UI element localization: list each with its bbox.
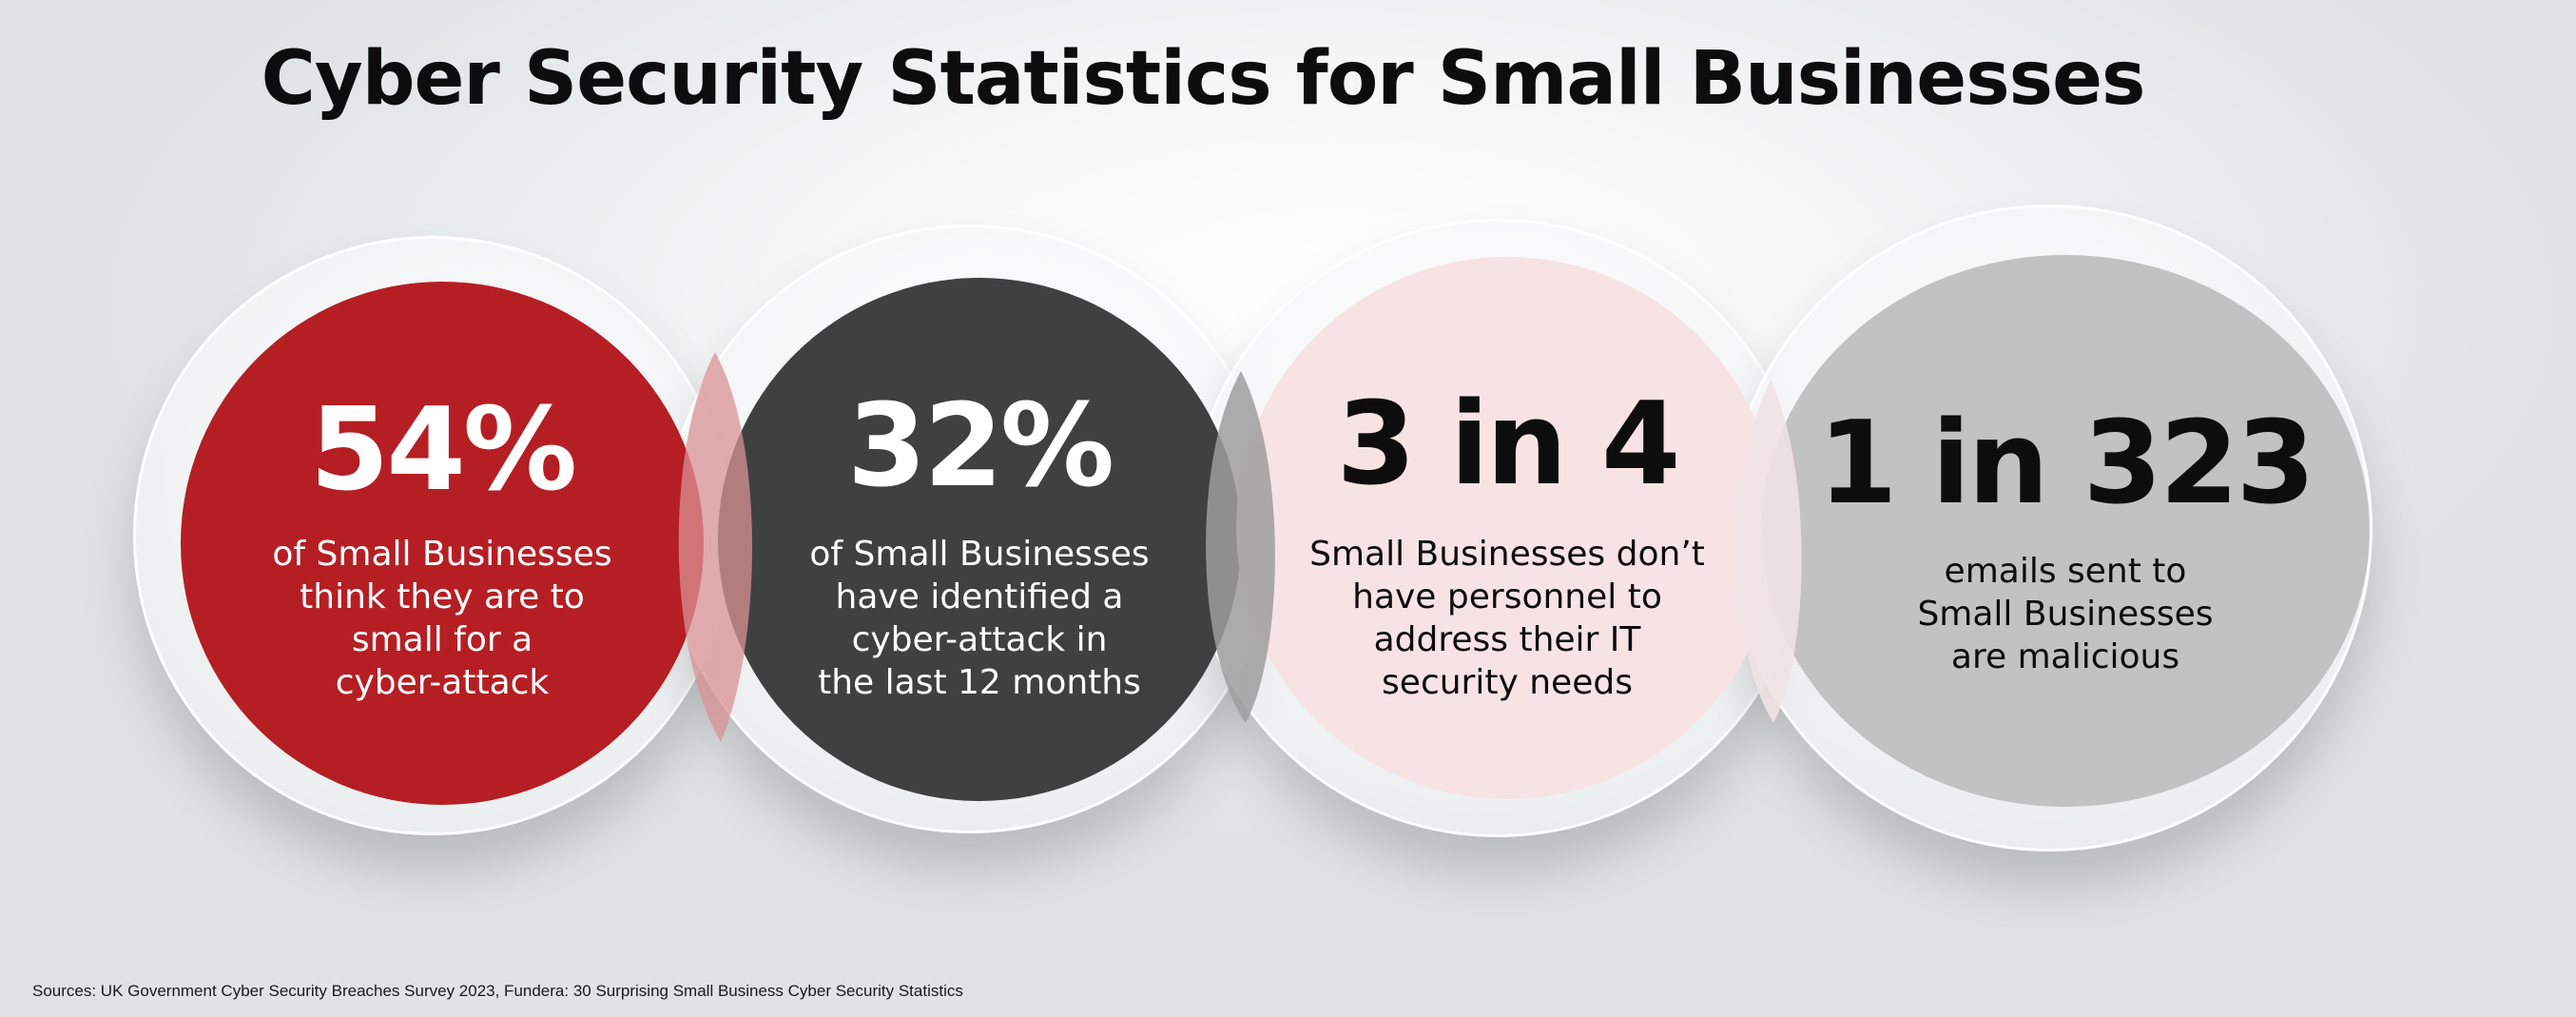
- overlap-lens-pink-gray: [1737, 381, 1802, 723]
- stat-description-1: of Small Businesses think they are to sm…: [272, 535, 612, 702]
- stat-circle-3: 3 in 4 Small Businesses don’t have perso…: [1236, 257, 1778, 799]
- stat-circle-1: 54% of Small Businesses think they are t…: [181, 282, 704, 805]
- stat-value-1: 54%: [309, 384, 577, 517]
- stat-value-3: 3 in 4: [1336, 379, 1680, 511]
- stat-description-4: emails sent to Small Businesses are mali…: [1917, 552, 2214, 676]
- stat-description-2: of Small Businesses have identified a cy…: [809, 535, 1150, 702]
- page-title: Cyber Security Statistics for Small Busi…: [261, 36, 2146, 122]
- sources-footnote: Sources: UK Government Cyber Security Br…: [32, 982, 963, 1000]
- stat-circle-4: 1 in 323 emails sent to Small Businesses…: [1761, 255, 2370, 807]
- overlap-lens-red-gray: [678, 352, 752, 742]
- stat-value-2: 32%: [846, 381, 1114, 513]
- overlap-lens-dark-pink: [1206, 371, 1275, 723]
- stat-circle-2: 32% of Small Businesses have identified …: [718, 278, 1241, 801]
- stat-description-3: Small Businesses don’t have personnel to…: [1309, 535, 1705, 702]
- stat-value-4: 1 in 323: [1817, 398, 2315, 530]
